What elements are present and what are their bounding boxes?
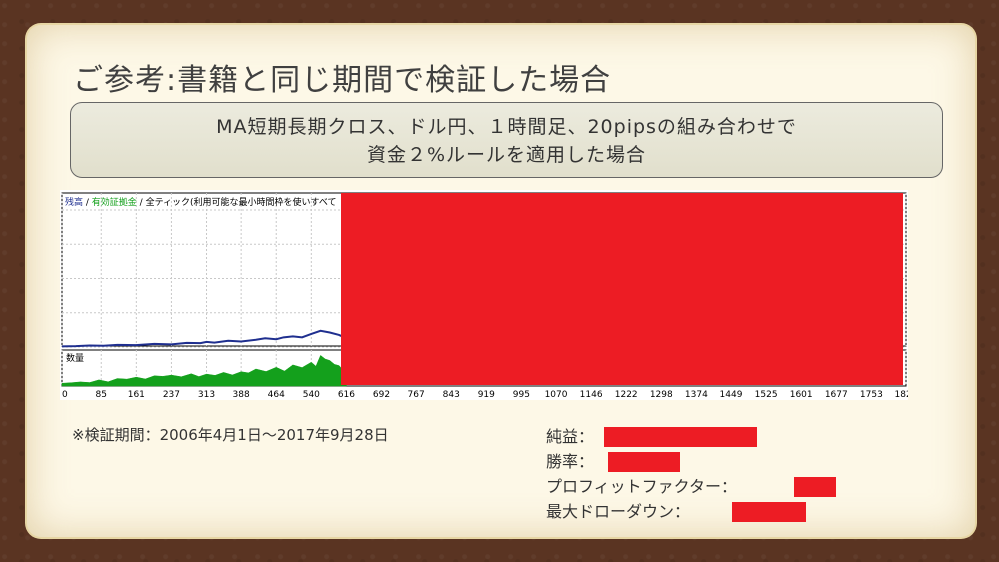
balance-line: [61, 329, 347, 348]
volume-area: [61, 355, 347, 387]
stat-max-drawdown: 最大ドローダウン：: [546, 499, 806, 524]
stat-net-profit: 純益：: [546, 424, 757, 449]
stats-panel: 純益： 勝率： プロフィットファクター： 最大ドローダウン：: [546, 424, 836, 524]
x-tick-label: 1070: [545, 390, 568, 400]
x-tick-label: 237: [163, 390, 180, 400]
x-tick-label: 540: [303, 390, 320, 400]
x-tick-label: 313: [198, 390, 215, 400]
legend-equity: 有効証拠金: [92, 196, 137, 208]
x-tick-label: 692: [373, 390, 390, 400]
chart-legend: 残高 / 有効証拠金 / 全ティック(利用可能な最小時間枠を使いすべて: [65, 196, 337, 208]
volume-label: 数量: [66, 352, 84, 364]
summary-banner: MA短期長期クロス、ドル円、１時間足、20pipsの組み合わせで 資金２%ルール…: [70, 102, 943, 178]
x-tick-label: 767: [408, 390, 425, 400]
x-tick-label: 995: [513, 390, 530, 400]
max-drawdown-label: 最大ドローダウン：: [546, 502, 691, 521]
x-tick-label: 1525: [755, 390, 778, 400]
x-tick-label: 919: [478, 390, 495, 400]
x-tick-label: 1677: [825, 390, 848, 400]
x-tick-label: 1374: [685, 390, 708, 400]
x-tick-label: 1828: [895, 390, 908, 400]
x-tick-label: 1601: [790, 390, 813, 400]
redaction-profit-factor: [794, 477, 836, 497]
x-tick-label: 1298: [650, 390, 673, 400]
profit-factor-label: プロフィットファクター：: [546, 477, 738, 496]
x-tick-label: 1146: [580, 390, 603, 400]
x-tick-label: 1753: [860, 390, 883, 400]
banner-line-1: MA短期長期クロス、ドル円、１時間足、20pipsの組み合わせで: [216, 116, 797, 138]
legend-balance: 残高: [65, 196, 83, 208]
win-rate-label: 勝率：: [546, 452, 595, 471]
x-tick-label: 1222: [615, 390, 638, 400]
legend-modeling: 全ティック(利用可能な最小時間枠を使いすべて: [146, 196, 337, 208]
x-tick-label: 464: [268, 390, 285, 400]
redaction-net-profit: [604, 427, 757, 447]
x-tick-label: 616: [338, 390, 355, 400]
x-tick-label: 1449: [720, 390, 743, 400]
x-tick-label: 388: [233, 390, 250, 400]
page-title: ご参考:書籍と同じ期間で検証した場合: [73, 63, 612, 98]
redaction-max-drawdown: [732, 502, 806, 522]
banner-line-2: 資金２%ルールを適用した場合: [366, 144, 647, 166]
stat-profit-factor: プロフィットファクター：: [546, 474, 836, 499]
test-period: ※検証期間：2006年4月1日～2017年9月28日: [72, 426, 389, 444]
redaction-block: [341, 193, 903, 385]
stat-win-rate: 勝率：: [546, 449, 737, 474]
x-tick-label: 161: [128, 390, 145, 400]
redaction-win-rate: [608, 452, 680, 472]
x-tick-label: 0: [62, 390, 68, 400]
x-tick-label: 843: [443, 390, 460, 400]
x-tick-label: 85: [96, 390, 107, 400]
net-profit-label: 純益：: [546, 427, 595, 446]
